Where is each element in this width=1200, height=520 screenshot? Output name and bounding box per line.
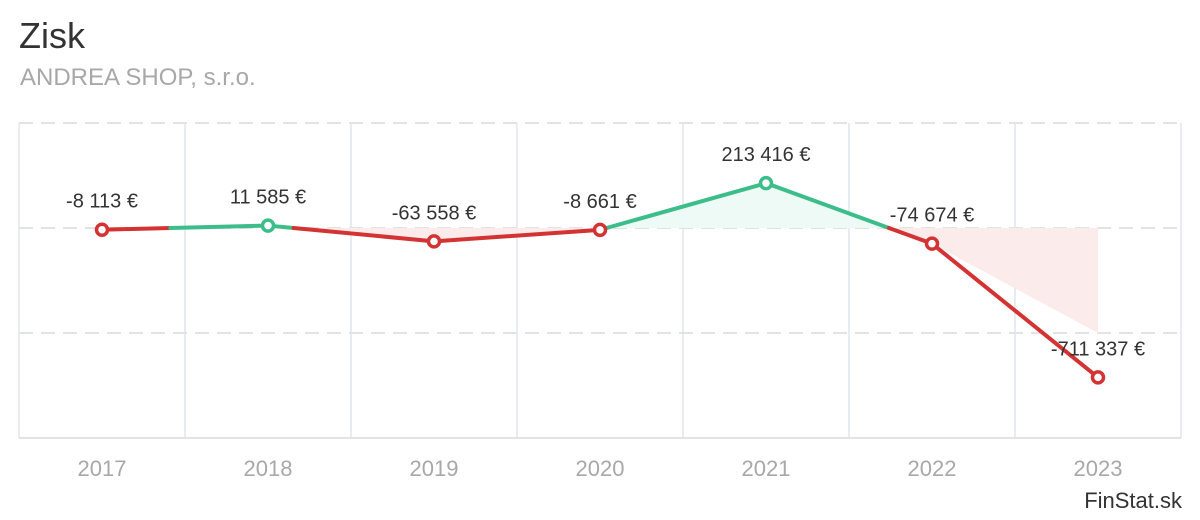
data-label: -8 113 € (66, 191, 138, 213)
data-label: -63 558 € (392, 202, 477, 224)
line-segment (886, 226, 934, 246)
line-segment (291, 226, 436, 244)
x-axis-label: 2019 (410, 456, 459, 481)
x-axis-label: 2023 (1074, 456, 1123, 481)
data-label: 213 416 € (722, 144, 811, 166)
data-point-marker[interactable] (426, 234, 442, 249)
data-point-marker[interactable] (94, 222, 110, 237)
line-segment (764, 181, 891, 230)
data-point-marker[interactable] (758, 175, 774, 191)
data-label: -8 661 € (563, 191, 636, 213)
data-point-marker[interactable] (1090, 370, 1106, 385)
line-segment (930, 241, 1100, 380)
data-label: 11 585 € (230, 187, 306, 209)
line-segment (432, 227, 602, 244)
data-points (94, 175, 1106, 385)
data-labels: -8 113 € 11 585 € -63 558 € -8 661 € 213 416… (66, 144, 1145, 360)
x-axis-label: 2021 (742, 456, 791, 481)
x-axis-label: 2017 (78, 456, 127, 481)
line-segment (604, 181, 768, 230)
data-label: -711 337 € (1051, 338, 1145, 360)
x-axis-label: 2022 (908, 456, 957, 481)
source-credit: FinStat.sk (1084, 488, 1182, 513)
data-point-marker[interactable] (924, 236, 940, 251)
company-name: ANDREA SHOP, s.r.o. (20, 64, 256, 91)
line-segment (100, 226, 173, 232)
chart-title: Zisk (19, 15, 85, 56)
x-axis-label: 2018 (244, 456, 293, 481)
data-point-marker[interactable] (260, 218, 276, 233)
data-label: -74 674 € (890, 205, 975, 227)
x-axis: 2017 2018 2019 2020 2021 2022 2023 (78, 456, 1123, 481)
x-axis-label: 2020 (576, 456, 625, 481)
data-point-marker[interactable] (592, 222, 608, 238)
negative-area (932, 228, 1098, 333)
profit-line (100, 181, 1100, 380)
line-segment (168, 223, 270, 230)
